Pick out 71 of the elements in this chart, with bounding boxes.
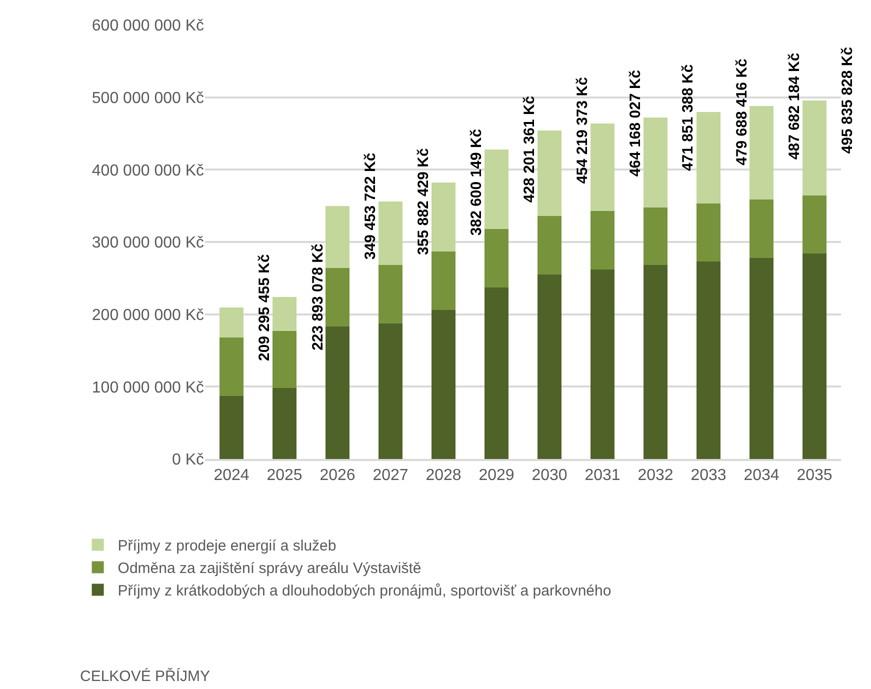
x-tick-label: 2030 bbox=[532, 466, 568, 484]
bar bbox=[220, 308, 244, 338]
y-tick-label: 0 Kč bbox=[172, 452, 204, 469]
bar bbox=[590, 269, 614, 459]
legend-label: Příjmy z prodeje energií a služeb bbox=[118, 538, 336, 555]
bar bbox=[220, 337, 244, 396]
bar bbox=[326, 206, 350, 268]
bar bbox=[484, 288, 508, 459]
bar bbox=[590, 123, 614, 211]
y-tick-label: 400 000 000 Kč bbox=[92, 162, 204, 180]
x-tick-label: 2026 bbox=[320, 466, 356, 484]
bar bbox=[750, 199, 774, 258]
bar bbox=[220, 396, 244, 459]
bar bbox=[750, 106, 774, 200]
bar bbox=[696, 112, 720, 204]
bar bbox=[326, 326, 350, 459]
bar bbox=[538, 274, 562, 459]
bar bbox=[432, 251, 456, 310]
text: CELKOVÉ PŘÍJMY bbox=[80, 667, 210, 685]
total-label: 355 882 429 Kč bbox=[414, 148, 432, 255]
y-tick-label: 300 000 000 Kč bbox=[92, 234, 204, 252]
bar bbox=[696, 262, 720, 459]
total-label: 487 682 184 Kč bbox=[786, 52, 804, 160]
bar bbox=[378, 202, 402, 266]
x-tick-label: 2027 bbox=[372, 466, 408, 484]
bar bbox=[590, 210, 614, 270]
bar bbox=[802, 196, 826, 254]
total-label: 209 295 455 Kč bbox=[256, 254, 273, 361]
x-tick-label: 2032 bbox=[638, 466, 674, 484]
x-tick-label: 2029 bbox=[478, 466, 514, 484]
total-label: 223 893 078 Kč bbox=[309, 244, 326, 350]
bar bbox=[696, 204, 720, 262]
bar bbox=[378, 324, 402, 459]
y-tick-label: 100 000 000 Kč bbox=[92, 379, 204, 396]
bar bbox=[644, 118, 668, 208]
bar bbox=[750, 258, 774, 459]
total-label: 428 201 361 Kč bbox=[521, 96, 538, 203]
bar bbox=[432, 182, 456, 252]
bar bbox=[272, 388, 296, 459]
y-tick-label: 200 000 000 Kč bbox=[92, 306, 204, 324]
legend-label: Odměna za zajištění správy areálu Výstaviště bbox=[118, 560, 422, 578]
bar bbox=[802, 100, 826, 196]
x-tick-label: 2024 bbox=[214, 466, 250, 484]
total-label: 471 851 388 Kč bbox=[680, 64, 697, 172]
x-tick-label: 2035 bbox=[796, 466, 832, 484]
bar bbox=[272, 297, 296, 331]
bar bbox=[644, 265, 668, 459]
total-label: 349 453 722 Kč bbox=[362, 152, 380, 260]
x-tick-label: 2025 bbox=[266, 466, 302, 484]
bar bbox=[802, 254, 826, 459]
x-tick-label: 2031 bbox=[584, 466, 620, 484]
y-tick-label: 600 000 000 Kč bbox=[92, 18, 204, 35]
bar bbox=[538, 216, 562, 275]
x-tick-label: 2028 bbox=[426, 466, 462, 484]
x-tick-label: 2033 bbox=[690, 466, 726, 484]
bar bbox=[378, 265, 402, 324]
total-label: 454 219 373 Kč bbox=[574, 77, 591, 184]
bar bbox=[326, 268, 350, 327]
bar bbox=[538, 130, 562, 216]
legend-label: Příjmy z krátkodobých a dlouhodobých pronájmů, sportovišť a parkovného bbox=[118, 582, 612, 600]
bar bbox=[484, 149, 508, 229]
total-label: 495 835 828 Kč bbox=[839, 46, 856, 154]
total-label: 382 600 149 Kč bbox=[468, 128, 486, 236]
total-label: 464 168 027 Kč bbox=[627, 70, 644, 177]
y-tick-label: 500 000 000 Kč bbox=[92, 90, 204, 107]
bar bbox=[484, 228, 508, 288]
total-label: 479 688 416 Kč bbox=[733, 58, 750, 166]
bar bbox=[644, 207, 668, 266]
bar bbox=[432, 310, 456, 459]
x-tick-label: 2034 bbox=[744, 466, 780, 484]
bar bbox=[272, 330, 296, 388]
